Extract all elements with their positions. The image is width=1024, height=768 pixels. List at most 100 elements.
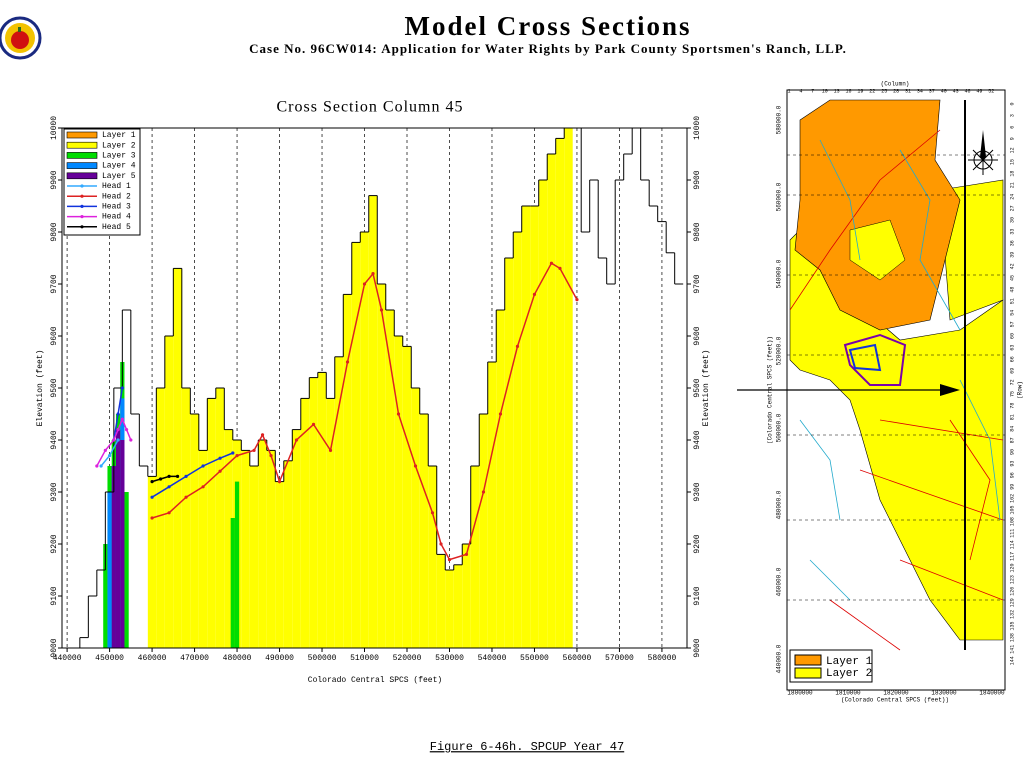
y-tick-label: 9900 [50, 170, 59, 189]
y-tick-label: 9600 [50, 326, 59, 345]
layer-bar [198, 450, 208, 648]
legend-label: Layer 1 [102, 131, 136, 140]
head-point [107, 454, 112, 458]
head-point [201, 485, 205, 489]
map-row-tick: 30 [1009, 217, 1015, 223]
map-row-tick: 138 [1009, 633, 1015, 642]
map-legend-label: Layer 2 [826, 668, 872, 680]
x-tick-label: 480000 [223, 654, 252, 663]
map-column-tick: 7 [811, 88, 814, 94]
map-row-tick: 96 [1009, 472, 1015, 478]
y-tick-label-right: 9900 [693, 170, 702, 189]
layer-bar [360, 232, 369, 648]
legend-swatch-dot [80, 204, 84, 208]
map-row-tick: 144 [1009, 656, 1015, 665]
x-tick-label: 440000 [53, 654, 82, 663]
head-point [515, 344, 520, 348]
y-tick-label-right: 9400 [693, 430, 702, 449]
layer-bar [215, 388, 225, 648]
head-point [99, 464, 103, 468]
layer-bar [283, 460, 293, 648]
head-point [116, 428, 120, 432]
x-axis-label: Colorado Central SPCS (feet) [308, 676, 442, 685]
layer-bar [115, 429, 121, 648]
head-point [116, 438, 120, 442]
map-row-tick: 141 [1009, 645, 1015, 654]
map-row-tick: 114 [1009, 540, 1015, 549]
head-point [112, 438, 116, 442]
head-point [396, 412, 401, 416]
map-x-tick: 1840000 [979, 690, 1005, 697]
layer-bar [547, 154, 556, 648]
layer-bar [230, 518, 235, 648]
y-tick-label: 9500 [50, 378, 59, 397]
y-tick-label: 9400 [50, 430, 59, 449]
head-point [175, 474, 180, 478]
map-row-tick: 63 [1009, 345, 1015, 351]
head-point [150, 495, 154, 499]
head-line [151, 262, 578, 561]
layer-bar [164, 336, 174, 648]
legend-swatch-dot [80, 194, 84, 198]
x-tick-label: 510000 [350, 654, 379, 663]
plot-frame [61, 127, 688, 649]
map-row-tick: 27 [1009, 205, 1015, 211]
map-column-tick: 13 [834, 88, 840, 94]
layer-bar [496, 310, 505, 648]
y-tick-label-right: 9200 [693, 534, 702, 553]
legend-swatch [66, 141, 98, 149]
head-point [167, 511, 171, 515]
map-row-tick: 21 [1009, 182, 1015, 188]
map-column-tick: 40 [941, 88, 947, 94]
head-point [120, 417, 124, 421]
map-column-tick: 46 [964, 88, 970, 94]
layer-bar [103, 544, 108, 648]
logo [0, 16, 42, 60]
y-tick-label-right: 9500 [693, 378, 702, 397]
legend-label: Head 2 [102, 192, 131, 201]
head-point [362, 282, 367, 286]
head-point [549, 261, 554, 265]
layer-bar [411, 388, 420, 648]
legend-swatch-dot [80, 184, 84, 188]
head-point [167, 474, 171, 478]
layer-bar [309, 377, 318, 648]
legend-label: Layer 3 [102, 152, 136, 161]
legend-label: Layer 2 [102, 141, 136, 150]
map-roads [789, 129, 1004, 651]
figure-caption: Figure 6-46h. SPCUP Year 47 [430, 740, 624, 754]
layer-bar [207, 398, 216, 648]
y-tick-label-right: 9000 [693, 638, 702, 657]
map-column-tick: 28 [893, 88, 899, 94]
head-point [260, 433, 265, 437]
head-point [311, 422, 316, 426]
map-column-tick: 4 [799, 88, 802, 94]
layer-bar [419, 414, 429, 648]
map-row-tick: 45 [1009, 275, 1015, 281]
map-y-tick: 580000.0 [776, 105, 783, 134]
layer-bar [326, 398, 335, 648]
head-point [218, 456, 222, 460]
head-point [464, 552, 469, 557]
y-tick-label-right: 10000 [693, 116, 702, 140]
map-row-tick: 0 [1009, 102, 1015, 105]
head-point [120, 386, 124, 390]
head-point [103, 448, 107, 452]
head-point [328, 448, 333, 452]
layer-bar [147, 476, 157, 648]
x-tick-label: 580000 [648, 654, 677, 663]
layer-bar [377, 284, 386, 648]
map-column-tick: 31 [905, 88, 911, 94]
head-point [371, 272, 375, 276]
x-tick-label: 460000 [138, 654, 167, 663]
map-row-tick: 123 [1009, 575, 1015, 584]
x-tick-label: 470000 [180, 654, 209, 663]
map-x-tick: 1800000 [787, 690, 813, 697]
layer-bar [521, 206, 531, 648]
layer-bar [111, 466, 116, 648]
x-tick-label: 450000 [95, 654, 124, 663]
map-layer-1 [794, 99, 961, 331]
map-y-tick: 440000.0 [776, 644, 783, 673]
map-row-tick: 24 [1009, 194, 1015, 200]
head-point [439, 542, 443, 546]
